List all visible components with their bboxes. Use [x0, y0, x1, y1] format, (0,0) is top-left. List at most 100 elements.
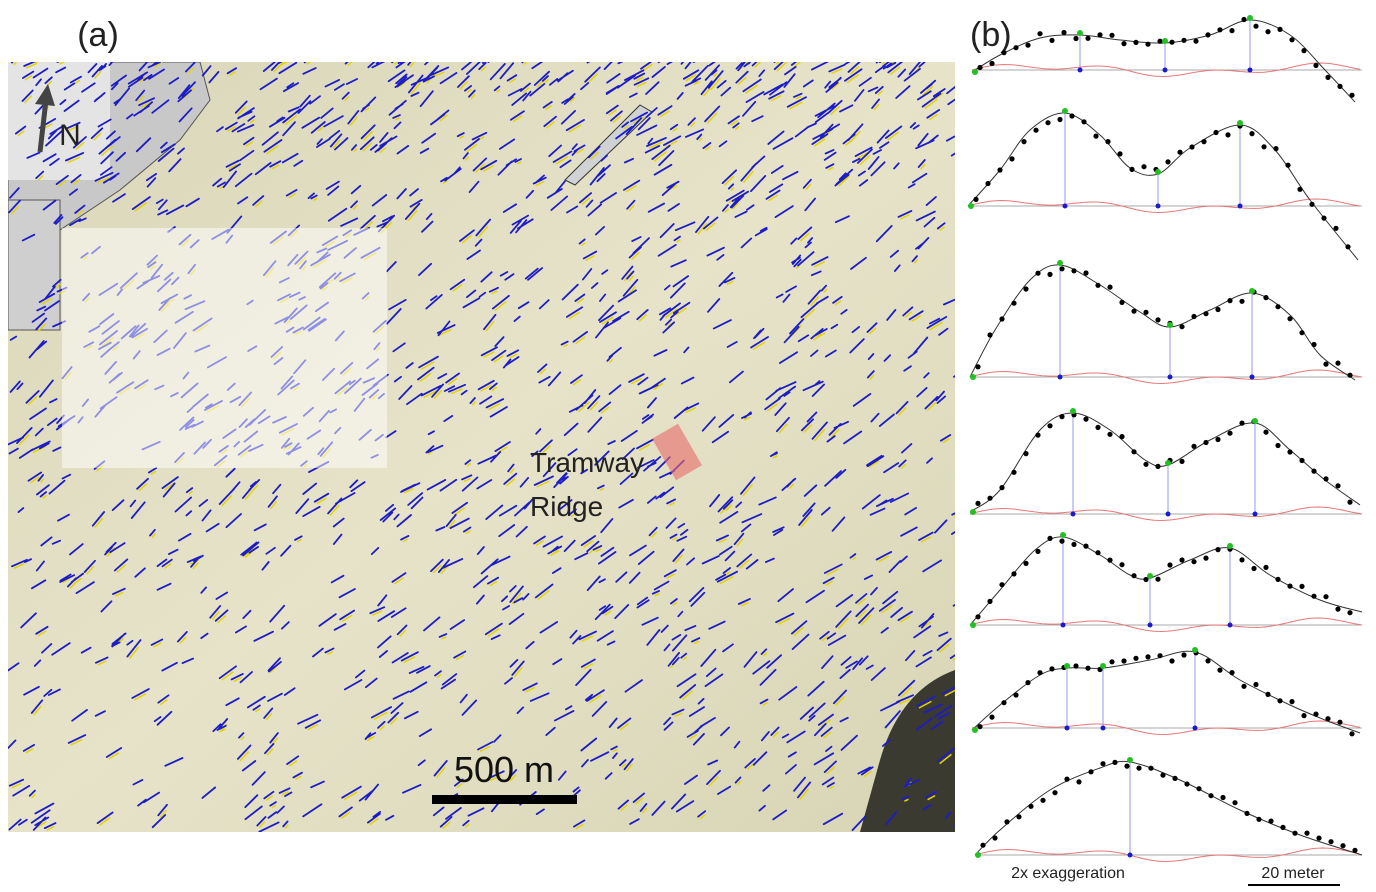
sample-dot	[1249, 131, 1255, 137]
scale-bar-label: 500 m	[454, 749, 554, 790]
sample-dot	[1023, 451, 1029, 457]
end-dot	[972, 727, 978, 733]
sample-dot	[1217, 667, 1223, 673]
profile	[971, 647, 1362, 737]
sample-dot	[1280, 824, 1286, 831]
sample-dot	[1073, 663, 1079, 669]
sample-dot	[1285, 162, 1291, 168]
sample-dot	[1083, 416, 1089, 422]
sample-dot	[1273, 146, 1279, 152]
peak-dot	[1165, 460, 1171, 466]
sample-dot	[1227, 298, 1233, 304]
sample-dot	[1001, 50, 1007, 56]
sample-dot	[1047, 423, 1053, 429]
sample-dot	[1129, 166, 1135, 172]
residual-curve	[969, 506, 1363, 522]
sample-dot	[1189, 144, 1195, 150]
sample-dot	[1347, 610, 1353, 616]
sample-dot	[1172, 775, 1178, 782]
baseline-dot	[1192, 725, 1198, 731]
dark-slope	[860, 670, 955, 832]
residual-curve	[971, 62, 1361, 78]
sample-dot	[1313, 711, 1319, 717]
sample-dot	[1181, 37, 1187, 43]
sample-dot	[1052, 790, 1058, 796]
sample-dot	[1311, 468, 1317, 474]
sample-dot	[1157, 38, 1163, 44]
sample-dot	[1347, 499, 1353, 505]
peak-dot	[1249, 288, 1255, 294]
sample-dot	[1165, 159, 1171, 165]
sample-dot	[1081, 119, 1087, 125]
profile-curve	[971, 19, 1356, 103]
sample-dot	[1169, 658, 1175, 664]
sample-dot	[1001, 700, 1007, 706]
peak-dot	[1057, 260, 1063, 266]
sample-dot	[1143, 309, 1149, 315]
baseline-dot	[1064, 725, 1070, 731]
sample-dot	[1121, 41, 1127, 47]
sample-dot	[1179, 458, 1185, 464]
sample-dot	[1261, 144, 1267, 150]
sample-dot	[985, 180, 991, 187]
sample-dot	[1239, 557, 1245, 563]
sample-dot	[1011, 571, 1017, 577]
peak-dot	[1162, 38, 1168, 44]
sample-dot	[1023, 560, 1029, 567]
sample-dot	[1349, 731, 1355, 737]
sample-dot	[1287, 449, 1293, 455]
sample-dot	[973, 196, 979, 202]
sample-dot	[1131, 573, 1137, 579]
sample-dot	[1225, 132, 1231, 138]
peak-dot	[1247, 15, 1253, 21]
sample-dot	[1143, 576, 1149, 583]
sample-dot	[1033, 127, 1039, 133]
baseline-dot	[1147, 622, 1153, 628]
sample-dot	[1155, 317, 1161, 323]
sample-dot	[1145, 41, 1151, 47]
no-data-area	[8, 199, 61, 331]
sample-dot	[1145, 654, 1151, 660]
sample-dot	[1349, 92, 1355, 98]
residual-curve	[967, 198, 1361, 214]
sample-dot	[1201, 139, 1207, 145]
sample-dot	[1265, 691, 1271, 698]
sample-dot	[1037, 31, 1043, 37]
baseline-dot	[1100, 725, 1106, 731]
sample-dot	[1241, 16, 1247, 23]
baseline-dot	[1155, 203, 1161, 209]
sample-dot	[1217, 27, 1223, 33]
sample-dot	[1196, 786, 1202, 792]
sample-dot	[1239, 298, 1245, 304]
sample-dot	[1069, 113, 1075, 119]
sample-dot	[1155, 463, 1161, 469]
sample-dot	[1299, 457, 1305, 464]
sample-dot	[1071, 268, 1077, 274]
peak-dot	[1077, 30, 1083, 36]
sample-dot	[1085, 665, 1091, 671]
sample-dot	[1076, 779, 1082, 785]
sample-dot	[1131, 449, 1137, 455]
baseline-dot	[1252, 511, 1258, 517]
sample-dot	[1268, 818, 1274, 824]
sample-dot	[1184, 781, 1190, 787]
peak-dot	[1147, 573, 1153, 579]
sample-dot	[992, 835, 998, 841]
end-dot	[972, 69, 978, 75]
baseline-dot	[1057, 374, 1063, 380]
peak-dot	[1062, 108, 1068, 114]
end-dot	[970, 374, 976, 380]
baseline-dot	[1247, 67, 1253, 73]
sample-dot	[1337, 83, 1343, 89]
profile-curve	[971, 650, 1361, 734]
sample-dot	[1095, 282, 1101, 288]
sample-dot	[1239, 420, 1245, 426]
sample-dot	[1073, 35, 1079, 42]
sample-dot	[1107, 431, 1113, 437]
baseline-dot	[1077, 67, 1083, 73]
sample-dot	[1275, 304, 1281, 310]
sample-dot	[1083, 543, 1089, 549]
sample-dot	[1229, 28, 1235, 34]
sample-dot	[1059, 414, 1065, 420]
